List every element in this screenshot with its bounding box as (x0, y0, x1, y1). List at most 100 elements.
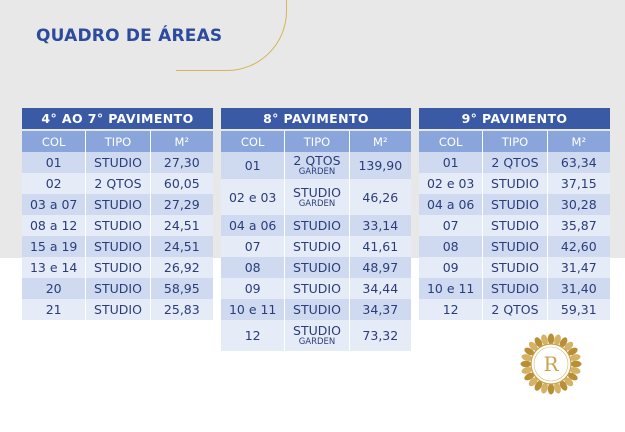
cell-tipo-sublabel: GARDEN (298, 167, 336, 177)
cell-tipo: STUDIO GARDEN (285, 179, 350, 215)
cell-tipo-label: STUDIO (94, 154, 142, 170)
cell-col: 15 a 19 (22, 236, 87, 257)
cell-m2: 46,26 (362, 189, 399, 205)
cell-m2: 63,34 (560, 155, 597, 170)
cell-m2: 34,37 (362, 302, 399, 317)
column-header-tipo: TIPO (483, 131, 548, 152)
seal-petal (521, 367, 533, 374)
table-row: 08 STUDIO 48,97 (221, 257, 411, 278)
table-heading: 8° PAVIMENTO (221, 108, 411, 129)
cell-tipo-label: 2 QTOS (491, 301, 539, 317)
seal-petal (528, 341, 538, 351)
cell-col: 08 (419, 236, 484, 257)
cell-col: 08 a 12 (22, 215, 87, 236)
column-header-m2: M² (571, 134, 587, 149)
cell-tipo-label: STUDIO (293, 184, 341, 200)
column-header-tipo: TIPO (285, 131, 350, 152)
table-row: 10 e 11 STUDIO 34,37 (221, 299, 411, 320)
cell-tipo: STUDIO (285, 278, 350, 299)
cell-m2: 27,29 (163, 197, 200, 212)
cell-tipo-label: STUDIO (293, 259, 341, 275)
table-heading: 4° AO 7° PAVIMENTO (22, 108, 213, 129)
cell-m2: 31,47 (560, 260, 597, 275)
cell-m2: 34,44 (362, 281, 399, 296)
cell-tipo-label: STUDIO (94, 217, 142, 233)
seal-petal (570, 360, 582, 368)
table-row: 07 STUDIO 35,87 (419, 215, 610, 236)
cell-m2: 42,60 (560, 239, 597, 254)
table-row: 04 a 06 STUDIO 30,28 (419, 194, 610, 215)
page-title: QUADRO DE ÁREAS (36, 26, 223, 46)
cell-col: 10 e 11 (419, 278, 484, 299)
column-header-m2: M² (373, 134, 388, 149)
cell-tipo: STUDIO (285, 215, 350, 236)
cell-m2: 73,32 (362, 328, 399, 343)
cell-tipo-label: STUDIO (94, 259, 142, 275)
cell-tipo-label: STUDIO (293, 280, 341, 296)
column-header-row: COL TIPO M² (221, 131, 411, 152)
cell-tipo-label: STUDIO (293, 238, 341, 254)
cell-tipo: 2 QTOS (86, 173, 151, 194)
cell-tipo: 2 QTOS (483, 152, 548, 173)
cell-tipo: STUDIO (285, 257, 350, 278)
seal-petal (547, 333, 555, 345)
cell-m2: 59,31 (560, 302, 597, 317)
cell-col: 10 e 11 (221, 299, 286, 320)
cell-tipo-label: STUDIO (491, 196, 539, 212)
column-header-col: COL (419, 131, 484, 152)
table-row: 10 e 11 STUDIO 31,40 (419, 278, 610, 299)
cell-tipo-label: STUDIO (293, 301, 341, 317)
cell-m2: 37,15 (560, 176, 597, 191)
cell-col: 12 (419, 299, 484, 320)
table-row: 12 STUDIO GARDEN 73,32 (221, 320, 411, 351)
table-row: 01 2 QTOS GARDEN 139,90 (221, 152, 411, 179)
table-row: 08 a 12 STUDIO 24,51 (22, 215, 213, 236)
table-row: 01 2 QTOS 63,34 (419, 152, 610, 173)
seal-petal (520, 360, 532, 368)
cell-col: 07 (419, 215, 484, 236)
logo-letter: R (543, 352, 559, 376)
table-row: 03 a 07 STUDIO 27,29 (22, 194, 213, 215)
area-table-4-7: 4° AO 7° PAVIMENTO COL TIPO M² 01 STUDIO 27,30… (22, 108, 213, 320)
table-row: 07 STUDIO 41,61 (221, 236, 411, 257)
cell-tipo-label: STUDIO (491, 238, 539, 254)
cell-tipo-label: STUDIO (94, 196, 142, 212)
seal-petal (547, 383, 555, 395)
seal-petal (534, 337, 543, 348)
seal-petal (569, 354, 581, 361)
cell-col: 07 (221, 236, 286, 257)
column-header-m2: M² (174, 134, 190, 149)
column-header-tipo: TIPO (86, 131, 151, 152)
table-row: 04 a 06 STUDIO 33,14 (221, 215, 411, 236)
seal-petal (554, 382, 561, 394)
table-row: 15 a 19 STUDIO 24,51 (22, 236, 213, 257)
table-row: 13 e 14 STUDIO 26,92 (22, 257, 213, 278)
cell-tipo: 2 QTOS (483, 299, 548, 320)
cell-col: 01 (419, 152, 484, 173)
cell-tipo-label: 2 QTOS (293, 153, 341, 168)
cell-tipo-label: STUDIO (293, 323, 341, 338)
cell-tipo-label: STUDIO (491, 280, 539, 296)
cell-col: 02 (22, 173, 87, 194)
cell-m2: 26,92 (163, 260, 200, 275)
cell-col: 20 (22, 278, 87, 299)
table-row: 20 STUDIO 58,95 (22, 278, 213, 299)
cell-m2: 24,51 (163, 239, 200, 254)
cell-m2: 33,14 (362, 218, 399, 233)
cell-m2: 25,83 (163, 302, 200, 317)
cell-tipo: STUDIO (86, 299, 151, 320)
table-row: 08 STUDIO 42,60 (419, 236, 610, 257)
column-header-col: COL (22, 131, 87, 152)
cell-tipo: 2 QTOS GARDEN (285, 152, 350, 179)
cell-m2: 24,51 (163, 218, 200, 233)
seal-icon: R (520, 333, 582, 395)
cell-tipo: STUDIO (86, 257, 151, 278)
table-row: 02 e 03 STUDIO GARDEN 46,26 (221, 179, 411, 215)
cell-tipo: STUDIO (86, 215, 151, 236)
cell-tipo: STUDIO (285, 299, 350, 320)
seal-petal (567, 347, 578, 356)
seal-petal (534, 380, 543, 391)
cell-tipo: STUDIO (483, 173, 548, 194)
cell-col: 21 (22, 299, 87, 320)
cell-col: 02 e 03 (419, 173, 484, 194)
